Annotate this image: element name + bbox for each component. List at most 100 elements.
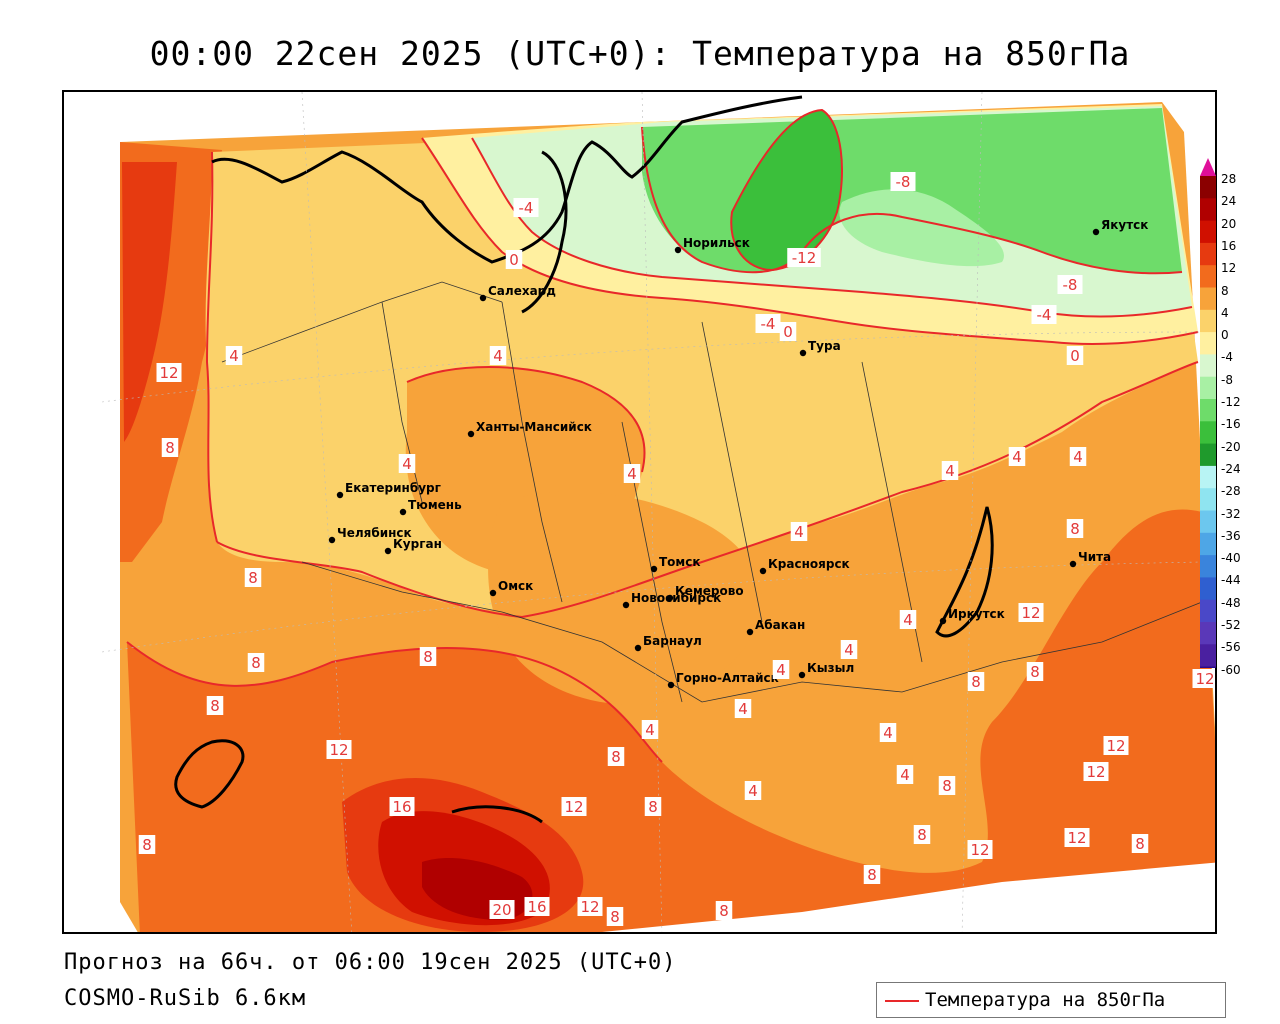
colorbar-tick-label: -16 bbox=[1221, 417, 1241, 432]
contour-label-bg bbox=[419, 647, 437, 666]
colorbar-swatch bbox=[1200, 220, 1216, 244]
colorbar-tick-label: -40 bbox=[1221, 551, 1241, 566]
city-marker bbox=[479, 294, 487, 302]
contour-label: 8 bbox=[248, 569, 258, 587]
contour-label: 12 bbox=[1067, 829, 1086, 847]
contour-label: -4 bbox=[761, 315, 776, 333]
colorbar-tick-label: 8 bbox=[1221, 283, 1229, 298]
contour-label-bg bbox=[715, 901, 733, 920]
city-marker bbox=[328, 536, 336, 544]
contour-label: 12 bbox=[564, 798, 583, 816]
contour-label: 12 bbox=[1021, 604, 1040, 622]
legend-line-swatch bbox=[885, 1000, 919, 1002]
colorbar-tick-label: -8 bbox=[1221, 372, 1233, 387]
contour-label-bg bbox=[138, 835, 156, 854]
colorbar-swatch bbox=[1200, 287, 1216, 311]
colorbar-swatch bbox=[1200, 376, 1216, 400]
contour-label: 8 bbox=[165, 439, 175, 457]
colorbar-swatch bbox=[1200, 510, 1216, 534]
contour-label: 8 bbox=[251, 654, 261, 672]
contour-label-bg bbox=[913, 825, 931, 844]
city-marker bbox=[1092, 228, 1100, 236]
temperature-map: Норильск Якутск Салехард Тура Ханты-Мансийск… bbox=[101, 92, 1215, 932]
contour-label: 8 bbox=[1135, 835, 1145, 853]
colorbar-tick-label: -20 bbox=[1221, 439, 1241, 454]
city-label: Тюмень bbox=[408, 498, 462, 512]
colorbar-swatch bbox=[1200, 443, 1216, 467]
colorbar-swatch bbox=[1200, 198, 1216, 222]
contour-label-bg bbox=[513, 198, 539, 217]
contour-label: 8 bbox=[1070, 520, 1080, 538]
colorbar-swatch bbox=[1200, 644, 1216, 668]
city-label: Горно-Алтайск bbox=[676, 671, 779, 685]
contour-label: 8 bbox=[142, 836, 152, 854]
colorbar-swatch bbox=[1200, 421, 1216, 445]
contour-label-bg bbox=[787, 248, 821, 267]
city-marker bbox=[384, 547, 392, 555]
contour-label: 12 bbox=[1195, 670, 1214, 688]
city-label: Екатеринбург bbox=[345, 481, 441, 495]
colorbar-tick-label: -32 bbox=[1221, 506, 1241, 521]
forecast-text: Прогноз на 66ч. от 06:00 19сен 2025 (UTC… bbox=[64, 950, 677, 975]
contour-label-bg bbox=[879, 723, 897, 742]
contour-label-bg bbox=[389, 797, 415, 816]
contour-label: 4 bbox=[748, 782, 758, 800]
city-marker bbox=[399, 508, 407, 516]
contour-label-bg bbox=[577, 897, 603, 916]
contour-label-bg bbox=[161, 438, 179, 457]
colorbar bbox=[1198, 158, 1218, 690]
contour-label-bg bbox=[1031, 305, 1057, 324]
contour-label-bg bbox=[1083, 762, 1109, 781]
contour-label-bg bbox=[896, 765, 914, 784]
colorbar-tick-label: 12 bbox=[1221, 261, 1237, 276]
colorbar-tick-label: -60 bbox=[1221, 662, 1241, 677]
contour-label: 0 bbox=[1070, 347, 1080, 365]
city-marker bbox=[798, 671, 806, 679]
city-marker bbox=[939, 617, 947, 625]
contour-label: 8 bbox=[971, 673, 981, 691]
colorbar-tick-label: -36 bbox=[1221, 528, 1241, 543]
contour-label-bg bbox=[489, 900, 515, 919]
contour-label-bg bbox=[505, 250, 523, 269]
colorbar-tick-label: 28 bbox=[1221, 172, 1237, 186]
contour-label: 8 bbox=[648, 798, 658, 816]
contour-label: 12 bbox=[580, 898, 599, 916]
city-label: Якутск bbox=[1101, 218, 1148, 232]
contour-label-bg bbox=[941, 461, 959, 480]
contour-label-bg bbox=[225, 346, 243, 365]
colorbar-tick-label: 0 bbox=[1221, 328, 1229, 343]
city-label: Курган bbox=[393, 537, 442, 551]
colorbar-swatch bbox=[1200, 399, 1216, 422]
city-label: Красноярск bbox=[768, 557, 850, 571]
city-marker bbox=[336, 491, 344, 499]
contour-label-bg bbox=[734, 699, 752, 718]
contour-label: 4 bbox=[794, 523, 804, 541]
band-minus12 bbox=[731, 110, 842, 270]
colorbar-tick-label: -28 bbox=[1221, 484, 1241, 499]
band-plus8-mid bbox=[488, 491, 762, 705]
city-marker bbox=[746, 628, 754, 636]
contour-label: 4 bbox=[900, 766, 910, 784]
contour-label-bg bbox=[489, 346, 507, 365]
contour-label-bg bbox=[398, 454, 416, 473]
colorbar-swatch bbox=[1200, 555, 1216, 578]
contour-label: 4 bbox=[402, 455, 412, 473]
contour-label-bg bbox=[206, 696, 224, 715]
contour-label-bg bbox=[247, 653, 265, 672]
city-label: Кемерово bbox=[675, 584, 744, 598]
contour-label: 4 bbox=[776, 661, 786, 679]
contour-label: 16 bbox=[392, 798, 411, 816]
legend-label: Температура на 850гПа bbox=[925, 989, 1166, 1011]
city-markers: Норильск Якутск Салехард Тура Ханты-Мансийск… bbox=[328, 218, 1148, 689]
contour-label: 4 bbox=[1073, 448, 1083, 466]
contour-label-bg bbox=[863, 865, 881, 884]
contour-label-bg bbox=[607, 747, 625, 766]
colorbar-tick-label: 24 bbox=[1221, 194, 1237, 209]
colorbar-swatch bbox=[1200, 242, 1216, 266]
contour-label: 4 bbox=[903, 611, 913, 629]
contour-label-bg bbox=[623, 464, 641, 483]
colorbar-swatch bbox=[1200, 465, 1216, 489]
colorbar-top-arrow bbox=[1200, 158, 1216, 176]
colorbar-swatch bbox=[1200, 622, 1216, 645]
contour-label-bg bbox=[644, 797, 662, 816]
